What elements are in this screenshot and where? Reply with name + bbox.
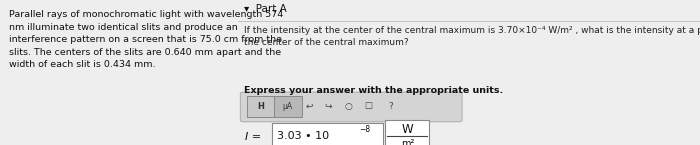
FancyBboxPatch shape [247,96,275,117]
Text: μA: μA [283,102,293,111]
FancyBboxPatch shape [272,123,383,145]
Text: ↪: ↪ [324,102,332,111]
Text: H: H [258,102,265,111]
Text: 3.03 • 10: 3.03 • 10 [277,131,330,141]
Text: ↩: ↩ [306,102,314,111]
Text: ?: ? [388,102,393,111]
Text: ○: ○ [345,102,353,111]
FancyBboxPatch shape [386,120,429,145]
Text: ☐: ☐ [365,102,373,111]
FancyBboxPatch shape [274,96,302,117]
Text: If the intensity at the center of the central maximum is 3.70×10⁻⁴ W/m² , what i: If the intensity at the center of the ce… [244,26,700,47]
Text: I =: I = [245,132,261,142]
FancyBboxPatch shape [240,92,462,122]
Text: ▾  Part A: ▾ Part A [244,4,286,14]
Text: Parallel rays of monochromatic light with wavelength 574
nm illuminate two ident: Parallel rays of monochromatic light wit… [9,10,284,69]
Text: W: W [402,123,413,136]
Text: m²: m² [400,139,414,145]
Text: Express your answer with the appropriate units.: Express your answer with the appropriate… [244,86,503,95]
Text: −8: −8 [360,125,370,134]
